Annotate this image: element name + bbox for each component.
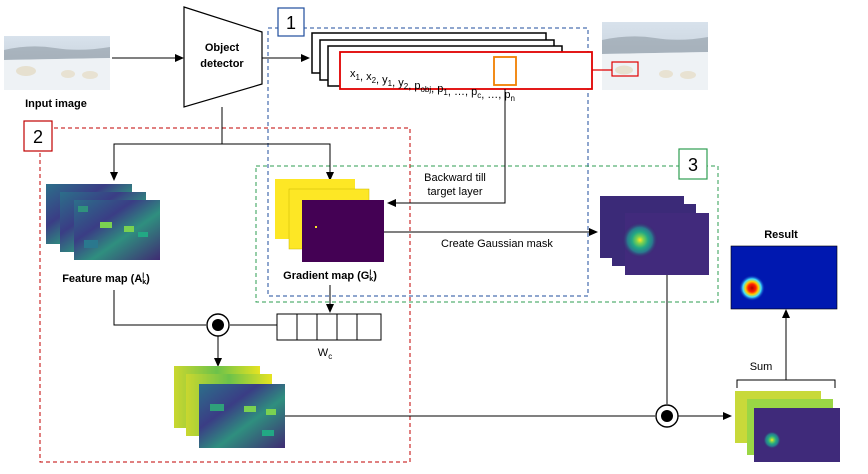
arrow-backward-to-gradient — [387, 89, 506, 207]
vector-token-0: x — [350, 68, 356, 80]
vector-token-7: , — [408, 80, 414, 92]
section-3-number: 3 — [688, 155, 698, 175]
section-2-number: 2 — [33, 127, 43, 147]
vector-subscript-12: c — [477, 91, 481, 100]
output-vector-text: x1, x2, y1, y2, pobj, p1, …, pc, …, pn — [350, 68, 515, 103]
section-3-number-box — [678, 148, 708, 180]
gaussian-mask-label: Create Gaussian mask — [441, 238, 553, 250]
sum-bracket — [736, 379, 836, 388]
object-detector-block — [183, 6, 263, 108]
vector-subscript-0: 1 — [356, 73, 361, 82]
vector-subscript-4: 1 — [388, 79, 393, 88]
result-label: Result — [764, 229, 798, 241]
object-detector-label-line1: Object — [205, 42, 240, 54]
vector-subscript-14: n — [511, 94, 515, 103]
gradient-map-stack — [275, 179, 384, 262]
object-detector-label-line2: detector — [200, 58, 244, 70]
vector-token-3: , — [376, 74, 382, 86]
input-image — [4, 36, 110, 90]
vector-token-10: p — [437, 83, 443, 95]
line-feature-to-multiply — [113, 290, 206, 326]
result-heatmap — [730, 245, 838, 310]
detection-box — [611, 61, 639, 77]
vector-token-5: , — [392, 77, 398, 89]
vector-subscript-2: 2 — [372, 76, 377, 85]
backward-label-line1: Backward till — [424, 172, 486, 184]
weighted-feature-map-stack — [174, 366, 285, 448]
gaussian-mask-stack — [600, 196, 709, 275]
vector-token-1: , — [360, 71, 366, 83]
vector-token-13: , …, — [481, 89, 504, 101]
pc-highlight-box — [493, 56, 517, 86]
feature-map-label: Feature map (Al k) — [62, 273, 150, 286]
vector-token-14: p — [504, 89, 510, 101]
vector-subscript-6: 2 — [404, 82, 409, 91]
vector-subscript-10: 1 — [443, 88, 448, 97]
arrow-detector-to-gradient-map — [222, 143, 334, 181]
arrow-detector-to-feature-map — [110, 107, 223, 181]
output-image — [602, 22, 708, 90]
weights-vector — [276, 313, 382, 341]
vector-token-4: y — [382, 74, 388, 86]
vector-token-9: , — [431, 83, 437, 95]
vector-token-6: y — [398, 77, 404, 89]
vector-token-11: , …, — [448, 86, 471, 98]
backward-label-line2: target layer — [427, 186, 482, 198]
section-1-number-box — [277, 7, 305, 37]
multiply-operator-2 — [655, 404, 679, 428]
multiply-operator-1 — [206, 313, 230, 337]
input-image-label: Input image — [25, 98, 87, 110]
vector-token-8: p — [414, 80, 420, 92]
section-2-box — [39, 127, 411, 463]
vector-token-12: p — [471, 86, 477, 98]
masked-feature-map-stack — [735, 391, 840, 462]
feature-map-stack — [46, 184, 160, 260]
vector-subscript-8: obj — [420, 85, 431, 94]
section-2-number-box — [23, 120, 53, 152]
section-1-number: 1 — [286, 13, 296, 33]
section-3-box — [255, 165, 719, 303]
vector-token-2: x — [366, 71, 372, 83]
sum-label: Sum — [750, 361, 773, 373]
gradient-map-label: Gradient map (Gl k) — [283, 270, 377, 283]
weights-label: Wc — [318, 347, 332, 361]
